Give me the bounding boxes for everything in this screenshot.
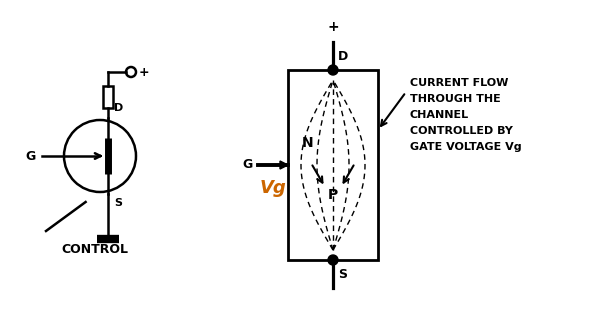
Text: Vg: Vg [260, 179, 287, 197]
Bar [103, 86, 113, 108]
Text: P: P [328, 188, 338, 202]
Text: CHANNEL: CHANNEL [410, 110, 469, 120]
Text: THROUGH THE: THROUGH THE [410, 94, 501, 104]
Text: CONTROL: CONTROL [62, 243, 129, 256]
Text: CURRENT FLOW: CURRENT FLOW [410, 78, 509, 88]
Text: S: S [338, 267, 347, 280]
Bar [288, 70, 378, 260]
Text: G: G [243, 158, 253, 171]
Text: +: + [327, 20, 339, 34]
Text: +: + [139, 66, 150, 79]
Text: D: D [114, 103, 123, 113]
Text: D: D [338, 50, 349, 63]
Text: CONTROLLED BY: CONTROLLED BY [410, 126, 513, 136]
Text: N: N [302, 136, 313, 150]
Circle shape [328, 255, 338, 265]
Text: GATE VOLTAGE Vg: GATE VOLTAGE Vg [410, 142, 522, 152]
Text: G: G [26, 149, 36, 162]
Text: S: S [114, 198, 122, 208]
Polygon shape [280, 161, 288, 169]
Circle shape [328, 65, 338, 75]
